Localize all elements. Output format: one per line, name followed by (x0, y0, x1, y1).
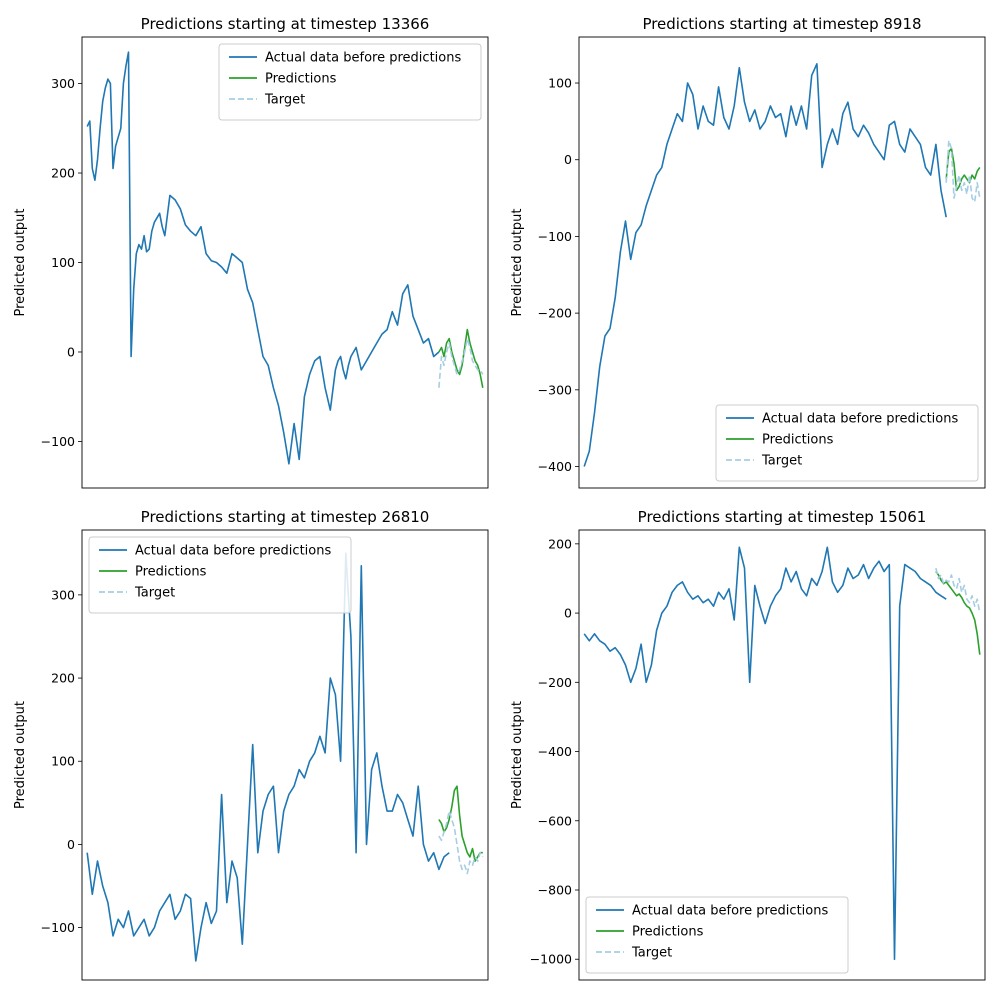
chart-panel-2: Predictions starting at timestep 8918 −40… (510, 15, 986, 489)
y-tick-label: 200 (548, 536, 572, 551)
y-axis-label: Predicted output (510, 208, 525, 316)
actual-data-line (86, 51, 440, 465)
y-tick-label: −800 (538, 883, 572, 898)
y-tick-label: −400 (538, 459, 572, 474)
legend-entry: Actual data before predictions (632, 904, 828, 919)
y-tick-label: 300 (51, 76, 75, 91)
y-axis-label: Predicted output (13, 701, 28, 809)
legend-entry: Target (761, 454, 802, 469)
legend-entry: Target (264, 93, 305, 108)
legend: Actual data before predictions Prediction… (715, 404, 979, 482)
legend-entry: Predictions (135, 565, 207, 580)
actual-data-line (86, 552, 450, 962)
y-tick-label: −200 (538, 675, 572, 690)
chart-panel-4: Predictions starting at timestep 15061 −1… (510, 508, 986, 981)
legend-entry: Predictions (632, 925, 704, 940)
legend: Actual data before predictions Prediction… (585, 896, 849, 974)
y-tick-label: −100 (41, 434, 75, 449)
y-axis-label: Predicted output (510, 701, 525, 809)
y-tick-label: 100 (548, 76, 572, 91)
y-tick-label: −100 (538, 229, 572, 244)
y-tick-label: 0 (67, 344, 75, 359)
target-line (935, 567, 981, 614)
plot-frame (578, 529, 986, 981)
chart-panel-1: Predictions starting at timestep 13366 −1… (13, 15, 489, 489)
legend-entry: Target (134, 586, 175, 601)
legend-entry: Predictions (265, 72, 337, 87)
y-tick-label: 0 (564, 606, 572, 621)
y-tick-label: 300 (51, 587, 75, 602)
y-tick-label: −100 (41, 920, 75, 935)
legend-box (218, 43, 482, 121)
y-tick-label: 200 (51, 671, 75, 686)
y-tick-label: 200 (51, 166, 75, 181)
legend: Actual data before predictions Prediction… (88, 536, 352, 614)
legend-box (585, 896, 849, 974)
y-tick-label: −300 (538, 382, 572, 397)
chart-title: Predictions starting at timestep 13366 (141, 15, 430, 33)
legend-entry: Actual data before predictions (762, 412, 958, 427)
actual-data-line (583, 546, 947, 961)
y-tick-label: 100 (51, 754, 75, 769)
chart-title: Predictions starting at timestep 15061 (638, 508, 927, 526)
target-line (438, 810, 484, 875)
plot-frame (81, 529, 489, 981)
y-tick-label: 0 (67, 837, 75, 852)
actual-data-line (583, 62, 947, 467)
y-tick-label: −600 (538, 813, 572, 828)
chart-title: Predictions starting at timestep 8918 (642, 15, 921, 33)
chart-panel-3: Predictions starting at timestep 26810 −1… (13, 508, 489, 981)
plot-frame (81, 36, 489, 489)
legend-entry: Actual data before predictions (265, 51, 461, 66)
legend-box (88, 536, 352, 614)
target-line (438, 337, 484, 388)
predictions-line (945, 147, 981, 192)
legend-entry: Actual data before predictions (135, 544, 331, 559)
legend-entry: Predictions (762, 433, 834, 448)
predictions-line (438, 328, 484, 388)
legend: Actual data before predictions Prediction… (218, 43, 482, 121)
plot-frame (578, 36, 986, 489)
legend-entry: Target (631, 946, 672, 961)
legend-box (715, 404, 979, 482)
target-line (945, 139, 981, 203)
y-axis-label: Predicted output (13, 208, 28, 316)
y-tick-label: −200 (538, 306, 572, 321)
y-tick-label: −1000 (530, 952, 572, 967)
y-tick-label: 0 (564, 152, 572, 167)
y-tick-label: 100 (51, 255, 75, 270)
predictions-line (438, 785, 483, 862)
y-tick-label: −400 (538, 744, 572, 759)
chart-title: Predictions starting at timestep 26810 (141, 508, 430, 526)
